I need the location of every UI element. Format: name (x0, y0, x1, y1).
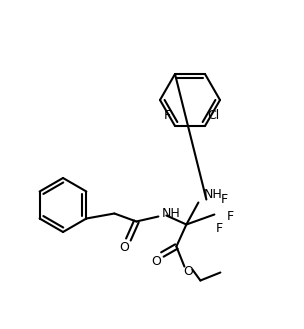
Text: Cl: Cl (207, 110, 219, 122)
Text: O: O (151, 255, 161, 268)
Text: NH: NH (203, 188, 222, 201)
Text: F: F (227, 210, 234, 223)
Text: O: O (183, 265, 193, 278)
Text: F: F (216, 222, 223, 235)
Text: NH: NH (161, 207, 180, 220)
Text: F: F (164, 110, 171, 122)
Text: F: F (221, 193, 228, 206)
Text: O: O (119, 241, 129, 254)
